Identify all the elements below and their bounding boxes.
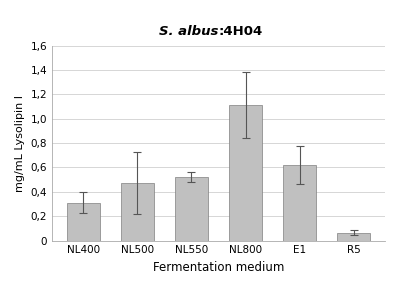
Text: S. albus: S. albus bbox=[159, 25, 218, 38]
Bar bbox=[121, 183, 154, 240]
Bar bbox=[175, 177, 208, 240]
Text: :4H04: :4H04 bbox=[218, 25, 263, 38]
Bar bbox=[283, 165, 316, 240]
Y-axis label: mg/mL Lysolipin I: mg/mL Lysolipin I bbox=[15, 95, 25, 192]
Bar bbox=[67, 203, 100, 240]
X-axis label: Fermentation medium: Fermentation medium bbox=[153, 261, 284, 274]
Bar bbox=[338, 233, 370, 240]
Bar bbox=[229, 105, 262, 240]
